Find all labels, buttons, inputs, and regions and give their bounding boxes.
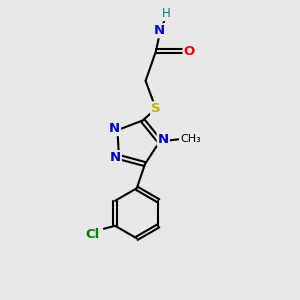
- Text: CH₃: CH₃: [180, 134, 201, 144]
- Text: O: O: [184, 45, 195, 58]
- Text: S: S: [151, 102, 161, 115]
- Text: N: N: [109, 122, 120, 135]
- Text: H: H: [162, 7, 171, 20]
- Text: N: N: [110, 151, 121, 164]
- Text: N: N: [158, 133, 169, 146]
- Text: N: N: [153, 24, 164, 37]
- Text: Cl: Cl: [85, 228, 99, 241]
